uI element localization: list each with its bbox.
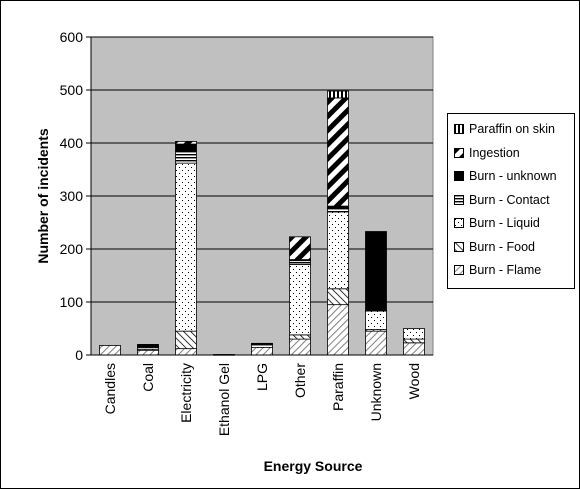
y-tick-label: 500 — [60, 82, 84, 98]
bar-segment — [290, 237, 311, 260]
bar-segment — [176, 163, 197, 331]
legend-item: Burn - Flame — [454, 261, 541, 279]
legend: Paraffin on skin Ingestion Burn - unknown B… — [447, 113, 575, 289]
bar-segment — [138, 344, 159, 346]
bar-segment — [328, 289, 349, 305]
bar-segment — [328, 212, 349, 289]
bar-segment — [138, 350, 159, 355]
bar-segment — [176, 144, 197, 151]
bar-segment — [328, 91, 349, 98]
bar-segment — [100, 345, 121, 355]
bar-segment — [176, 331, 197, 348]
legend-swatch — [454, 171, 464, 181]
legend-item: Paraffin on skin — [454, 120, 555, 138]
y-tick-labels: 0 100 200 300 400 500 600 — [60, 29, 84, 363]
bar-segment — [404, 339, 425, 343]
bar-segment — [290, 339, 311, 355]
x-tick-label: Unknown — [368, 363, 384, 421]
y-tick-marks — [86, 37, 91, 355]
x-tick-label: Ethanol Gel — [216, 363, 232, 436]
legend-label: Burn - Contact — [469, 193, 550, 207]
bar-segment — [328, 98, 349, 206]
bar-segment — [290, 261, 311, 265]
legend-swatch-fill — [455, 242, 464, 251]
legend-swatch — [454, 265, 464, 275]
x-tick-label: Electricity — [178, 363, 194, 423]
bar-segment — [176, 141, 197, 144]
legend-swatch — [454, 242, 464, 252]
bar-segment — [366, 232, 387, 312]
x-tick-label: Candles — [102, 363, 118, 414]
x-tick-label: Wood — [406, 363, 422, 399]
legend-swatch-fill — [455, 266, 464, 275]
bar-segment — [290, 264, 311, 334]
legend-label: Burn - Food — [469, 240, 535, 254]
legend-swatch — [454, 124, 464, 134]
y-tick-label: 100 — [60, 294, 84, 310]
legend-label: Burn - Flame — [469, 263, 541, 277]
bar-segment — [328, 305, 349, 355]
legend-swatch-fill — [455, 195, 464, 204]
legend-label: Burn - unknown — [469, 169, 557, 183]
legend-item: Burn - Liquid — [454, 214, 540, 232]
legend-item: Burn - Food — [454, 238, 535, 256]
bar-segment — [176, 349, 197, 355]
x-axis-title: Energy Source — [264, 458, 363, 474]
legend-label: Paraffin on skin — [469, 122, 555, 136]
bar-segment — [328, 208, 349, 212]
bar-segment — [252, 348, 273, 355]
legend-swatch-fill — [455, 172, 464, 181]
bar-segment — [176, 151, 197, 163]
bar-segment — [290, 335, 311, 339]
y-tick-label: 0 — [75, 347, 83, 363]
x-tick-label: Other — [292, 363, 308, 398]
y-tick-label: 200 — [60, 241, 84, 257]
legend-swatch-fill — [455, 219, 464, 228]
bar-segment — [404, 343, 425, 355]
legend-swatch-fill — [455, 125, 464, 134]
y-tick-label: 400 — [60, 135, 84, 151]
y-axis-title: Number of incidents — [35, 128, 51, 264]
legend-item: Ingestion — [454, 144, 520, 162]
x-tick-label: Coal — [140, 363, 156, 392]
legend-swatch-fill — [455, 148, 464, 157]
legend-label: Burn - Liquid — [469, 216, 540, 230]
x-tick-labels: Candles Coal Electricity Ethanol Gel LPG Othe… — [102, 363, 422, 437]
y-tick-label: 300 — [60, 188, 84, 204]
legend-swatch — [454, 195, 464, 205]
x-tick-label: LPG — [254, 363, 270, 391]
legend-label: Ingestion — [469, 146, 520, 160]
y-tick-label: 600 — [60, 29, 84, 45]
x-tick-label: Paraffin — [330, 363, 346, 411]
bar-segment — [366, 311, 387, 330]
legend-swatch — [454, 148, 464, 158]
legend-swatch — [454, 218, 464, 228]
bar-segment — [366, 331, 387, 355]
legend-item: Burn - Contact — [454, 191, 550, 209]
bar-segment — [252, 343, 273, 344]
legend-item: Burn - unknown — [454, 167, 557, 185]
bar-segment — [404, 329, 425, 340]
